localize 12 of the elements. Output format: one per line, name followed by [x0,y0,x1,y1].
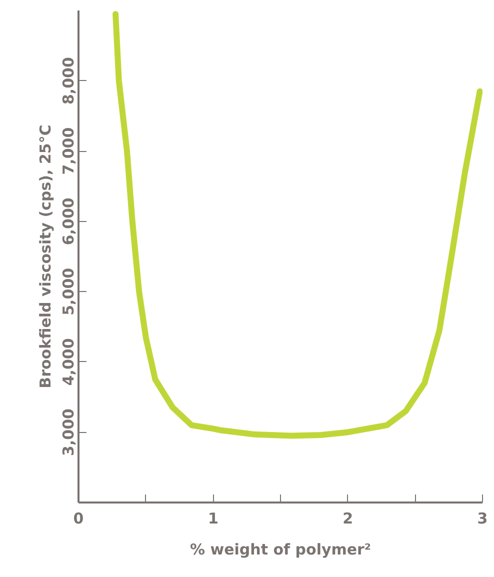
x-tick-label: 2 [342,510,354,528]
x-axis-title: % weight of polymer² [190,540,372,558]
y-tick-label: 6,000 [60,198,78,246]
y-tick-label: 5,000 [60,268,78,316]
y-tick-label: 3,000 [60,408,78,456]
y-tick-label: 7,000 [60,127,78,175]
x-tick-label: 1 [208,510,218,528]
x-tick-label: 3 [477,510,488,528]
y-tick-label: 8,000 [60,57,78,105]
x-tick-label: 0 [73,510,84,528]
y-axis-title: Brookfield viscosity (cps), 25°C [36,124,54,388]
y-tick-label: 4,000 [60,338,78,386]
